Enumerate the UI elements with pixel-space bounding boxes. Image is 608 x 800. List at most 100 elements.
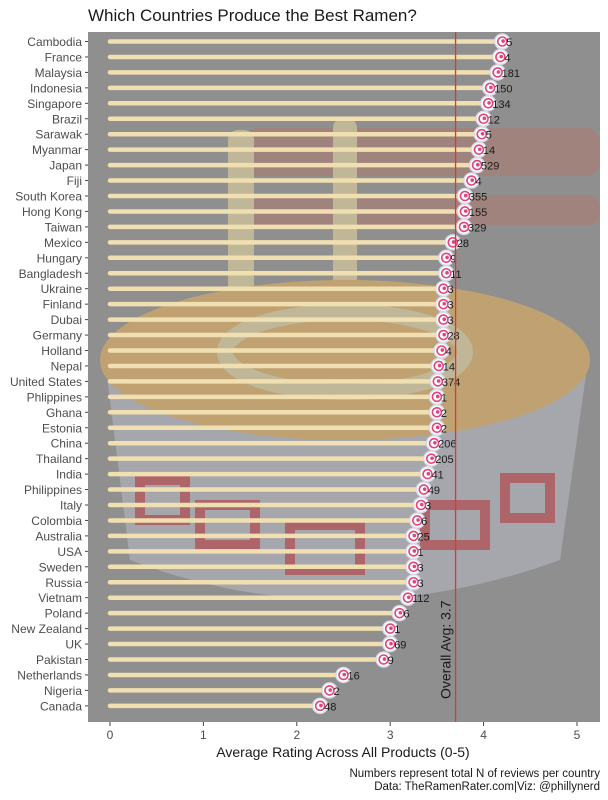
review-count-label: 205	[435, 454, 453, 466]
country-row: Philippines 49	[24, 481, 440, 498]
naruto-swirl	[471, 159, 483, 171]
country-row: Germany 28	[33, 326, 460, 344]
country-label: New Zealand	[11, 622, 82, 636]
bowl-pattern-mark	[500, 473, 555, 523]
naruto-swirl	[428, 437, 440, 449]
country-label: Dubai	[51, 313, 82, 327]
naruto-swirl	[496, 36, 508, 47]
country-label: Singapore	[27, 97, 82, 111]
country-label: Taiwan	[45, 220, 82, 234]
naruto-swirl-center	[437, 363, 442, 368]
caption-line-source: Data: TheRamenRater.com|Viz: @phillynerd	[374, 781, 600, 793]
naruto-swirl-center	[442, 301, 447, 306]
naruto-swirl-center	[382, 657, 387, 661]
naruto-swirl	[466, 175, 477, 186]
review-count-label: 69	[394, 640, 406, 652]
naruto-swirl	[408, 561, 419, 573]
naruto-swirl-center	[462, 224, 467, 229]
naruto-swirl	[408, 530, 419, 542]
review-count-label: 25	[418, 531, 430, 543]
naruto-swirl	[394, 607, 405, 619]
naruto-swirl-center	[420, 502, 424, 507]
country-label: Italy	[60, 499, 82, 513]
naruto-swirl	[438, 314, 449, 325]
naruto-swirl	[432, 376, 444, 387]
naruto-swirl	[473, 144, 485, 155]
country-row: Sarawak 5	[35, 125, 492, 143]
review-count-label: 16	[348, 670, 360, 682]
country-label: Sweden	[39, 560, 82, 574]
naruto-swirl	[384, 623, 396, 634]
naruto-swirl	[436, 345, 447, 356]
review-count-label: 14	[483, 145, 495, 157]
country-label: Germany	[33, 329, 82, 343]
naruto-swirl-center	[319, 703, 323, 708]
naruto-swirl	[314, 700, 326, 712]
naruto-swirl	[478, 113, 489, 125]
naruto-swirl-center	[496, 70, 501, 74]
naruto-swirl-center	[477, 147, 482, 152]
naruto-swirl	[408, 576, 419, 588]
naruto-swirl	[438, 329, 449, 341]
naruto-swirl-center	[445, 271, 449, 275]
naruto-swirl	[482, 98, 494, 109]
review-count-label: 14	[443, 361, 455, 373]
naruto-swirl	[440, 252, 452, 264]
country-label: Australia	[35, 529, 82, 543]
country-row: China 206	[51, 434, 456, 452]
naruto-swirl-center	[412, 533, 417, 538]
review-count-label: 3	[418, 562, 424, 574]
review-count-label: 28	[457, 238, 469, 250]
country-label: Myanmar	[32, 143, 82, 157]
country-label: Colombia	[31, 514, 82, 528]
naruto-swirl	[447, 237, 459, 248]
naruto-swirl	[476, 128, 488, 140]
country-label: Japan	[49, 159, 82, 173]
country-row: Indonesia 150	[30, 79, 512, 97]
country-row: Japan 529	[49, 156, 499, 174]
naruto-swirl-center	[342, 672, 347, 677]
naruto-swirl	[433, 360, 445, 372]
review-count-label: 134	[492, 99, 510, 111]
country-label: China	[51, 437, 83, 451]
naruto-swirl-center	[463, 193, 468, 198]
country-label: South Korea	[15, 190, 82, 204]
country-row: Malaysia 181	[35, 64, 520, 81]
country-label: Fiji	[67, 174, 82, 188]
naruto-swirl-center	[435, 425, 440, 430]
naruto-swirl-center	[426, 471, 431, 476]
country-row: Taiwan 329	[45, 218, 486, 236]
naruto-swirl	[484, 82, 496, 94]
country-label: France	[45, 50, 83, 64]
country-row: Hong Kong 155	[22, 203, 487, 220]
country-label: Indonesia	[30, 81, 82, 95]
country-row: Poland 6	[45, 604, 410, 622]
country-row: Fiji 4	[67, 172, 482, 189]
naruto-swirl	[338, 669, 349, 681]
x-tick-label: 3	[387, 728, 394, 742]
country-label: Russia	[45, 576, 82, 590]
review-count-label: 49	[428, 485, 440, 497]
naruto-swirl-center	[416, 518, 420, 522]
naruto-swirl-center	[389, 626, 393, 630]
country-label: Nigeria	[44, 684, 82, 698]
country-row: United States 374	[10, 373, 460, 390]
naruto-swirl	[378, 654, 389, 665]
review-count-label: 5	[486, 130, 492, 142]
review-count-label: 3	[418, 578, 424, 590]
naruto-swirl-center	[422, 487, 427, 491]
naruto-swirl	[458, 221, 470, 233]
country-row: Estonia 2	[42, 419, 447, 436]
naruto-swirl	[438, 298, 449, 310]
review-count-label: 6	[421, 516, 427, 528]
review-count-label: 9	[388, 655, 394, 667]
caption-line-n: Numbers represent total N of reviews per…	[349, 768, 600, 780]
country-label: Malaysia	[35, 66, 83, 80]
country-label: Brazil	[52, 112, 82, 126]
country-label: Thailand	[36, 452, 82, 466]
naruto-swirl-center	[442, 317, 447, 322]
review-count-label: 1	[394, 624, 400, 636]
chart-caption: Numbers represent total N of reviews per…	[349, 768, 600, 794]
naruto-swirl-center	[489, 85, 493, 90]
